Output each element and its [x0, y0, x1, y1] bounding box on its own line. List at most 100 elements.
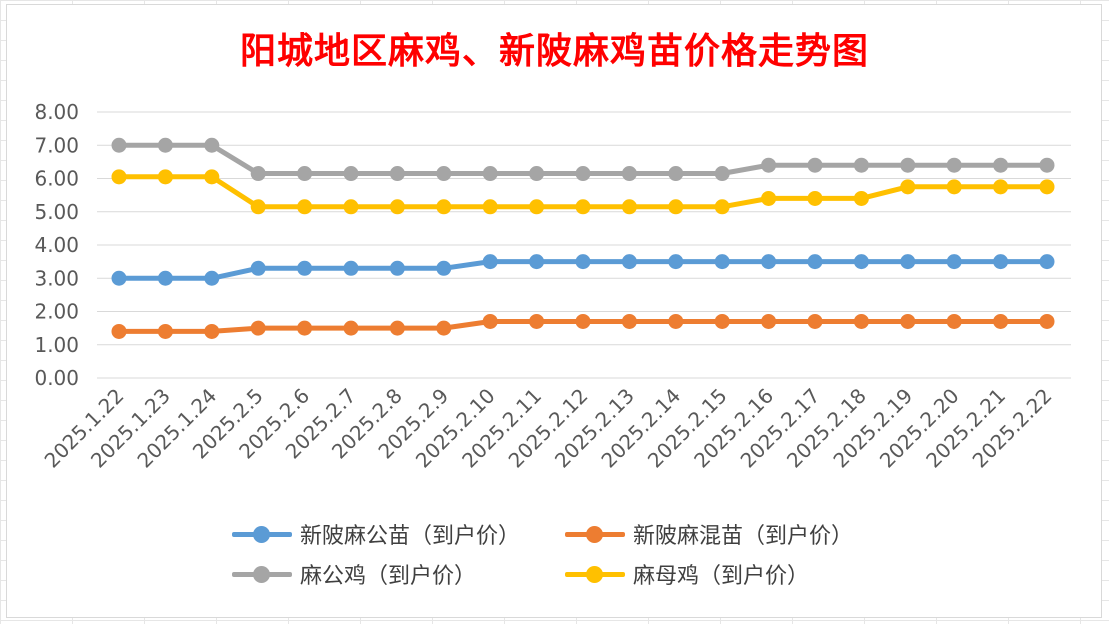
data-point-s2-15[interactable] — [807, 157, 823, 173]
data-point-s2-13[interactable] — [714, 166, 730, 182]
data-point-s3-5[interactable] — [343, 199, 359, 215]
data-point-s2-12[interactable] — [668, 166, 684, 182]
data-point-s1-3[interactable] — [250, 320, 266, 336]
data-point-s2-11[interactable] — [621, 166, 637, 182]
data-point-s3-11[interactable] — [621, 199, 637, 215]
data-point-s0-13[interactable] — [714, 254, 730, 270]
data-point-s1-14[interactable] — [761, 313, 777, 329]
data-point-s0-16[interactable] — [853, 254, 869, 270]
data-point-s3-17[interactable] — [900, 179, 916, 195]
data-point-s2-7[interactable] — [436, 166, 452, 182]
y-tick-label: 8.00 — [34, 100, 79, 124]
data-point-s2-9[interactable] — [529, 166, 545, 182]
legend-swatch-icon — [232, 560, 292, 588]
data-point-s2-2[interactable] — [204, 137, 220, 153]
data-point-s2-19[interactable] — [993, 157, 1009, 173]
data-point-s1-15[interactable] — [807, 313, 823, 329]
data-point-s1-0[interactable] — [111, 323, 127, 339]
data-point-s1-17[interactable] — [900, 313, 916, 329]
data-point-s0-11[interactable] — [621, 254, 637, 270]
data-point-s1-6[interactable] — [389, 320, 405, 336]
data-point-s0-17[interactable] — [900, 254, 916, 270]
data-point-s0-18[interactable] — [946, 254, 962, 270]
data-point-s1-16[interactable] — [853, 313, 869, 329]
data-point-s0-6[interactable] — [389, 260, 405, 276]
data-point-s2-1[interactable] — [157, 137, 173, 153]
data-point-s3-8[interactable] — [482, 199, 498, 215]
data-point-s2-4[interactable] — [297, 166, 313, 182]
legend-item-series-1[interactable]: 新陂麻混苗（到户价） — [565, 520, 905, 549]
data-point-s1-7[interactable] — [436, 320, 452, 336]
data-point-s2-10[interactable] — [575, 166, 591, 182]
data-point-s0-9[interactable] — [529, 254, 545, 270]
data-point-s1-10[interactable] — [575, 313, 591, 329]
data-point-s1-18[interactable] — [946, 313, 962, 329]
data-point-s1-11[interactable] — [621, 313, 637, 329]
legend-item-series-0[interactable]: 新陂麻公苗（到户价） — [232, 520, 565, 549]
data-point-s2-5[interactable] — [343, 166, 359, 182]
data-point-s2-3[interactable] — [250, 166, 266, 182]
data-point-s3-10[interactable] — [575, 199, 591, 215]
data-point-s3-15[interactable] — [807, 190, 823, 206]
data-point-s0-5[interactable] — [343, 260, 359, 276]
data-point-s1-12[interactable] — [668, 313, 684, 329]
data-point-s0-20[interactable] — [1039, 254, 1055, 270]
data-point-s0-2[interactable] — [204, 270, 220, 286]
data-point-s1-4[interactable] — [297, 320, 313, 336]
data-point-s3-4[interactable] — [297, 199, 313, 215]
data-point-s1-5[interactable] — [343, 320, 359, 336]
data-point-s0-19[interactable] — [993, 254, 1009, 270]
legend-swatch-icon — [565, 560, 625, 588]
data-point-s0-8[interactable] — [482, 254, 498, 270]
data-point-s0-0[interactable] — [111, 270, 127, 286]
legend-item-series-2[interactable]: 麻公鸡（到户价） — [232, 560, 565, 589]
data-point-s0-14[interactable] — [761, 254, 777, 270]
data-point-s0-3[interactable] — [250, 260, 266, 276]
legend-label: 新陂麻公苗（到户价） — [300, 524, 521, 549]
y-tick-label: 4.00 — [34, 233, 79, 257]
data-point-s3-6[interactable] — [389, 199, 405, 215]
gridlines — [97, 111, 1071, 379]
data-point-s2-18[interactable] — [946, 157, 962, 173]
data-point-s2-14[interactable] — [761, 157, 777, 173]
data-point-s3-19[interactable] — [993, 179, 1009, 195]
y-tick-label: 6.00 — [34, 167, 79, 191]
data-point-s1-9[interactable] — [529, 313, 545, 329]
data-point-s0-15[interactable] — [807, 254, 823, 270]
data-point-s3-20[interactable] — [1039, 179, 1055, 195]
legend-label: 新陂麻混苗（到户价） — [633, 524, 854, 549]
legend-label: 麻母鸡（到户价） — [633, 564, 810, 589]
data-point-s2-8[interactable] — [482, 166, 498, 182]
data-point-s1-19[interactable] — [993, 313, 1009, 329]
data-point-s1-13[interactable] — [714, 313, 730, 329]
data-point-s0-4[interactable] — [297, 260, 313, 276]
data-point-s2-16[interactable] — [853, 157, 869, 173]
data-point-s3-12[interactable] — [668, 199, 684, 215]
legend-label: 麻公鸡（到户价） — [300, 564, 477, 589]
data-point-s0-1[interactable] — [157, 270, 173, 286]
data-point-s0-12[interactable] — [668, 254, 684, 270]
data-point-s2-17[interactable] — [900, 157, 916, 173]
data-point-s3-3[interactable] — [250, 199, 266, 215]
data-point-s2-6[interactable] — [389, 166, 405, 182]
data-point-s3-13[interactable] — [714, 199, 730, 215]
data-point-s1-20[interactable] — [1039, 313, 1055, 329]
data-point-s3-16[interactable] — [853, 190, 869, 206]
chart-title: 阳城地区麻鸡、新陂麻鸡苗价格走势图 — [239, 30, 869, 72]
data-point-s3-14[interactable] — [761, 190, 777, 206]
data-point-s1-2[interactable] — [204, 323, 220, 339]
data-point-s3-7[interactable] — [436, 199, 452, 215]
data-point-s0-7[interactable] — [436, 260, 452, 276]
data-point-s1-1[interactable] — [157, 323, 173, 339]
legend-item-series-3[interactable]: 麻母鸡（到户价） — [565, 560, 905, 589]
data-point-s3-1[interactable] — [157, 169, 173, 185]
data-point-s3-2[interactable] — [204, 169, 220, 185]
y-tick-label: 2.00 — [34, 300, 79, 324]
data-point-s2-0[interactable] — [111, 137, 127, 153]
data-point-s0-10[interactable] — [575, 254, 591, 270]
data-point-s3-9[interactable] — [529, 199, 545, 215]
data-point-s2-20[interactable] — [1039, 157, 1055, 173]
data-point-s3-18[interactable] — [946, 179, 962, 195]
data-point-s3-0[interactable] — [111, 169, 127, 185]
data-point-s1-8[interactable] — [482, 313, 498, 329]
